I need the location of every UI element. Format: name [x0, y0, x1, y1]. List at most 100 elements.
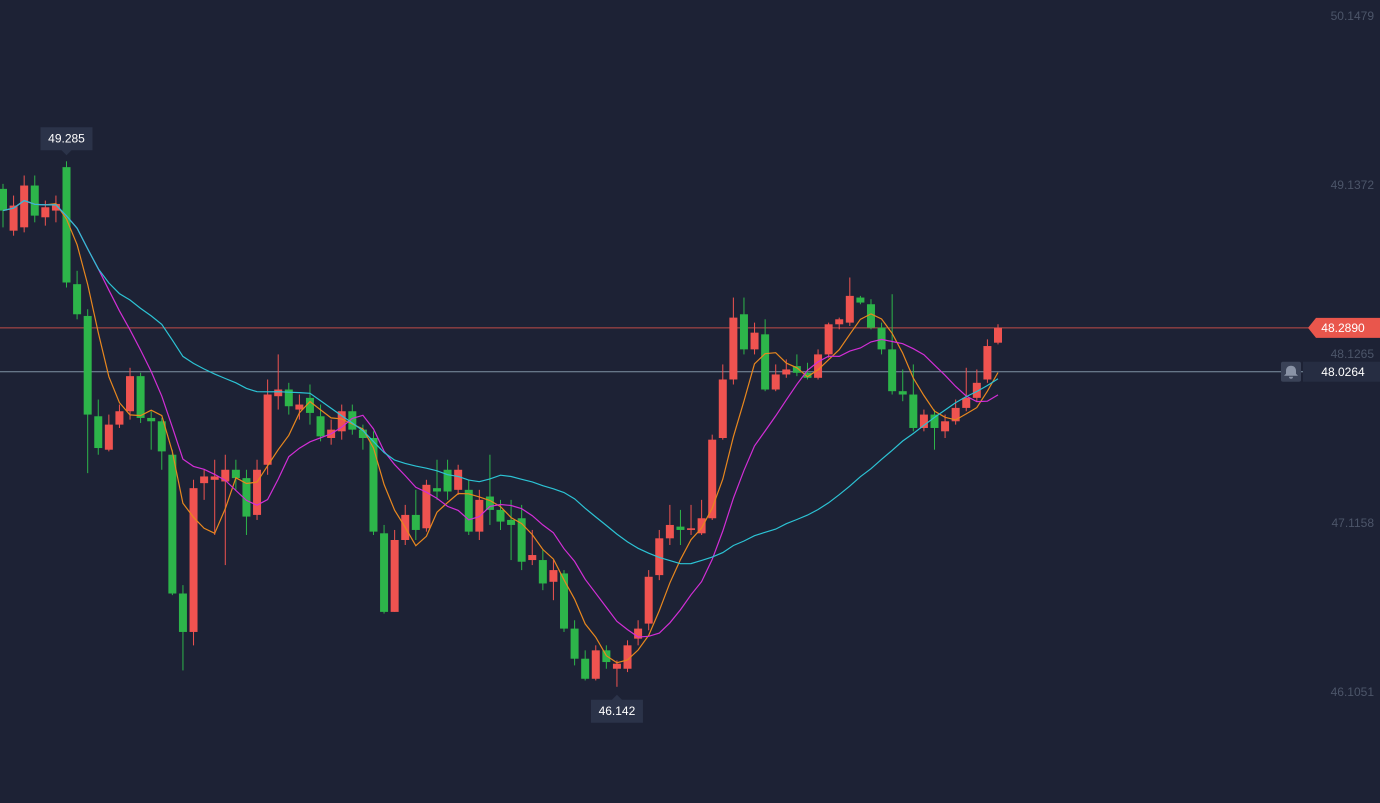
y-tick-label: 46.1051	[1331, 685, 1375, 699]
candle-body	[814, 354, 823, 378]
candle-body	[168, 454, 177, 594]
candle-body	[94, 416, 103, 449]
candle-body	[782, 369, 791, 375]
candle-body	[454, 469, 463, 490]
candle-body	[432, 488, 441, 492]
candle-body	[655, 538, 664, 576]
alert-bell-icon	[1284, 365, 1298, 379]
candle-body	[62, 167, 71, 283]
candle-body	[358, 429, 367, 438]
candle-body	[538, 560, 547, 584]
candle-body	[665, 524, 674, 539]
candle-body	[147, 417, 156, 422]
candle-body	[157, 421, 166, 452]
candle-body	[231, 469, 240, 479]
candle-body	[951, 407, 960, 422]
candle-body	[972, 382, 981, 398]
candle-body	[464, 489, 473, 532]
candle-body	[126, 376, 135, 412]
y-tick-label: 49.1372	[1331, 178, 1375, 192]
candle-body	[496, 509, 505, 522]
low-annotation-box	[590, 694, 643, 723]
candle-body	[41, 207, 50, 218]
high-annotation-box	[40, 127, 93, 156]
candle-body	[676, 526, 685, 530]
candle-body	[718, 379, 727, 438]
candle-body	[517, 518, 526, 562]
alert-price-label: 48.0264	[1321, 365, 1365, 379]
candle-body	[909, 394, 918, 428]
candle-body	[824, 324, 833, 355]
candle-body	[0, 188, 7, 211]
candle-body	[803, 372, 812, 378]
candle-body	[390, 539, 399, 612]
candle-body	[888, 349, 897, 392]
last-price-label: 48.2890	[1321, 321, 1365, 335]
candle-body	[866, 304, 875, 328]
candle-body	[210, 476, 219, 480]
candle-body	[761, 334, 770, 390]
candle-body	[30, 185, 39, 216]
candle-body	[253, 469, 262, 515]
low-annotation: 46.142	[599, 704, 636, 718]
candle-body	[644, 576, 653, 624]
candle-body	[612, 663, 621, 669]
candle-body	[877, 327, 886, 350]
candle-body	[284, 389, 293, 407]
candle-body	[348, 411, 357, 430]
candle-body	[634, 628, 643, 639]
candle-body	[274, 389, 283, 397]
candle-body	[115, 411, 124, 425]
candle-body	[189, 488, 198, 632]
candle-body	[295, 404, 304, 410]
candle-body	[528, 555, 537, 561]
high-annotation: 49.285	[48, 131, 85, 145]
candle-body	[73, 284, 82, 315]
alert-price-badge	[1303, 361, 1380, 382]
candle-body	[104, 424, 113, 450]
candle-body	[994, 327, 1002, 343]
candle-body	[983, 346, 992, 380]
candle-body	[771, 374, 780, 390]
candle-body	[930, 414, 939, 428]
candle-body	[507, 519, 516, 525]
moving-average-line	[2, 199, 999, 638]
candle-body	[708, 439, 717, 519]
candle-body	[919, 414, 928, 428]
y-tick-label: 50.1479	[1331, 9, 1375, 23]
candle-body	[485, 496, 494, 510]
y-tick-label: 47.1158	[1332, 516, 1375, 530]
candle-body	[337, 411, 346, 432]
candle-body	[20, 185, 29, 228]
candle-body	[83, 315, 92, 415]
candle-body	[739, 314, 748, 350]
candle-body	[549, 570, 558, 582]
candle-body	[941, 421, 950, 432]
candle-body	[178, 593, 187, 632]
candle-body	[560, 573, 569, 629]
candle-body	[9, 205, 18, 231]
candle-body	[422, 484, 431, 529]
candle-body	[962, 397, 971, 408]
candle-body	[380, 533, 389, 612]
candle-body	[305, 397, 314, 413]
candle-body	[581, 658, 590, 679]
candle-body	[369, 438, 378, 532]
candle-body	[263, 394, 272, 465]
candle-body	[729, 317, 738, 380]
candle-body	[242, 478, 251, 517]
candle-body	[136, 376, 145, 418]
candle-body	[845, 295, 854, 323]
candle-body	[570, 628, 579, 659]
candle-body	[697, 518, 706, 534]
candle-body	[623, 645, 632, 669]
candle-body	[898, 391, 907, 395]
candle-body	[443, 469, 452, 492]
candle-body	[591, 650, 600, 679]
candle-body	[51, 203, 60, 211]
candle-body	[316, 416, 325, 437]
candle-body	[411, 514, 420, 530]
